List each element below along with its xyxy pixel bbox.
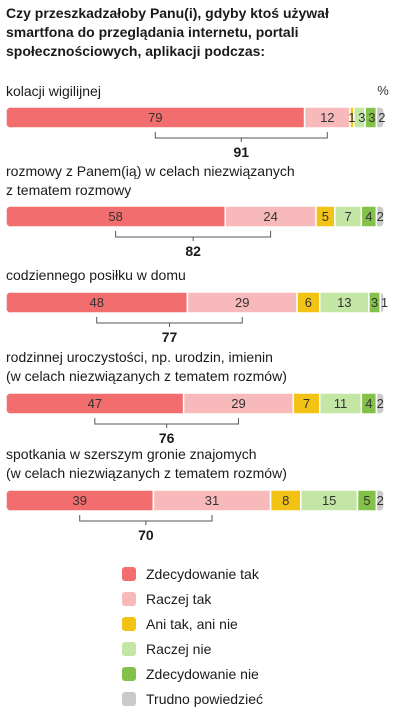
legend-swatch	[122, 591, 136, 606]
value-label: 7	[303, 396, 310, 411]
legend-label: Zdecydowanie tak	[146, 565, 259, 582]
legend-label: Raczej tak	[146, 590, 212, 607]
value-label: 31	[205, 493, 219, 508]
value-label: 3	[371, 295, 378, 310]
chart-title: Czy przeszkadzałoby Panu(i), gdyby ktoś …	[6, 5, 329, 59]
value-label: 15	[322, 493, 336, 508]
legend-swatch	[122, 666, 136, 681]
total-bracket	[96, 317, 243, 324]
total-bracket	[115, 231, 272, 238]
legend-label: Trudno powiedzieć	[146, 690, 263, 707]
legend-item: Raczej nie	[122, 636, 263, 661]
value-label: 7	[344, 209, 351, 224]
category-label: kolacji wigilijnej	[6, 83, 101, 99]
total-bracket	[94, 418, 239, 425]
total-label: 70	[138, 527, 154, 543]
value-label: 1	[348, 110, 355, 125]
total-label: 76	[159, 430, 175, 446]
total-label: 82	[185, 243, 201, 259]
value-label: 1	[381, 295, 388, 310]
legend-item: Zdecydowanie tak	[122, 561, 263, 586]
value-label: 2	[377, 209, 384, 224]
legend-item: Trudno powiedzieć	[122, 686, 263, 711]
bar-segment	[375, 393, 384, 414]
bar-segment	[375, 107, 384, 128]
value-label: 11	[334, 396, 348, 411]
legend-label: Zdecydowanie nie	[146, 665, 259, 682]
bar-group	[6, 107, 384, 128]
total-bracket	[79, 515, 213, 522]
legend-swatch	[122, 691, 136, 706]
value-label: 4	[365, 209, 372, 224]
value-label: 13	[337, 295, 351, 310]
value-label: 29	[231, 396, 245, 411]
value-label: 8	[282, 493, 289, 508]
bar-group	[6, 292, 384, 313]
category-label: (w celach niezwiązanych z tematem rozmów…	[6, 368, 287, 384]
bar-group	[6, 206, 384, 227]
bar-segment	[375, 206, 384, 227]
bar-segment	[379, 292, 384, 313]
legend-label: Raczej nie	[146, 640, 212, 657]
value-label: 12	[320, 110, 334, 125]
value-label: 24	[263, 209, 277, 224]
value-label: 79	[148, 110, 162, 125]
value-label: 2	[377, 396, 384, 411]
value-label: 4	[365, 396, 372, 411]
legend-item: Raczej tak	[122, 586, 263, 611]
bar-segment	[375, 490, 384, 511]
category-label: z tematem rozmowy	[6, 182, 131, 198]
category-label: rodzinnej uroczystości, np. urodzin, imi…	[6, 349, 273, 365]
value-label: 3	[358, 110, 365, 125]
category-label: rozmowy z Panem(ią) w celach niezwiązany…	[6, 163, 295, 179]
total-bracket	[154, 132, 328, 139]
legend-swatch	[122, 566, 136, 581]
bar-group	[6, 393, 384, 414]
value-label: 5	[322, 209, 329, 224]
category-label: codziennego posiłku w domu	[6, 267, 186, 283]
legend-item: Ani tak, ani nie	[122, 611, 263, 636]
total-label: 77	[162, 329, 178, 345]
category-label: spotkania w szerszym gronie znajomych	[6, 446, 257, 462]
legend-swatch	[122, 616, 136, 631]
legend-swatch	[122, 641, 136, 656]
chart-legend: Zdecydowanie tak Raczej tak Ani tak, ani n…	[122, 561, 263, 711]
value-label: 2	[378, 110, 385, 125]
legend-label: Ani tak, ani nie	[146, 615, 238, 632]
value-label: 6	[305, 295, 312, 310]
value-label: 2	[377, 493, 384, 508]
value-label: 29	[235, 295, 249, 310]
value-label: 3	[368, 110, 375, 125]
value-label: 39	[72, 493, 86, 508]
value-label: 48	[89, 295, 103, 310]
category-label: (w celach niezwiązanych z tematem rozmów…	[6, 465, 287, 481]
total-label: 91	[234, 144, 250, 160]
value-label: 58	[108, 209, 122, 224]
unit-label: %	[377, 83, 389, 98]
bar-group	[6, 490, 384, 511]
legend-item: Zdecydowanie nie	[122, 661, 263, 686]
value-label: 47	[88, 396, 102, 411]
value-label: 5	[363, 493, 370, 508]
